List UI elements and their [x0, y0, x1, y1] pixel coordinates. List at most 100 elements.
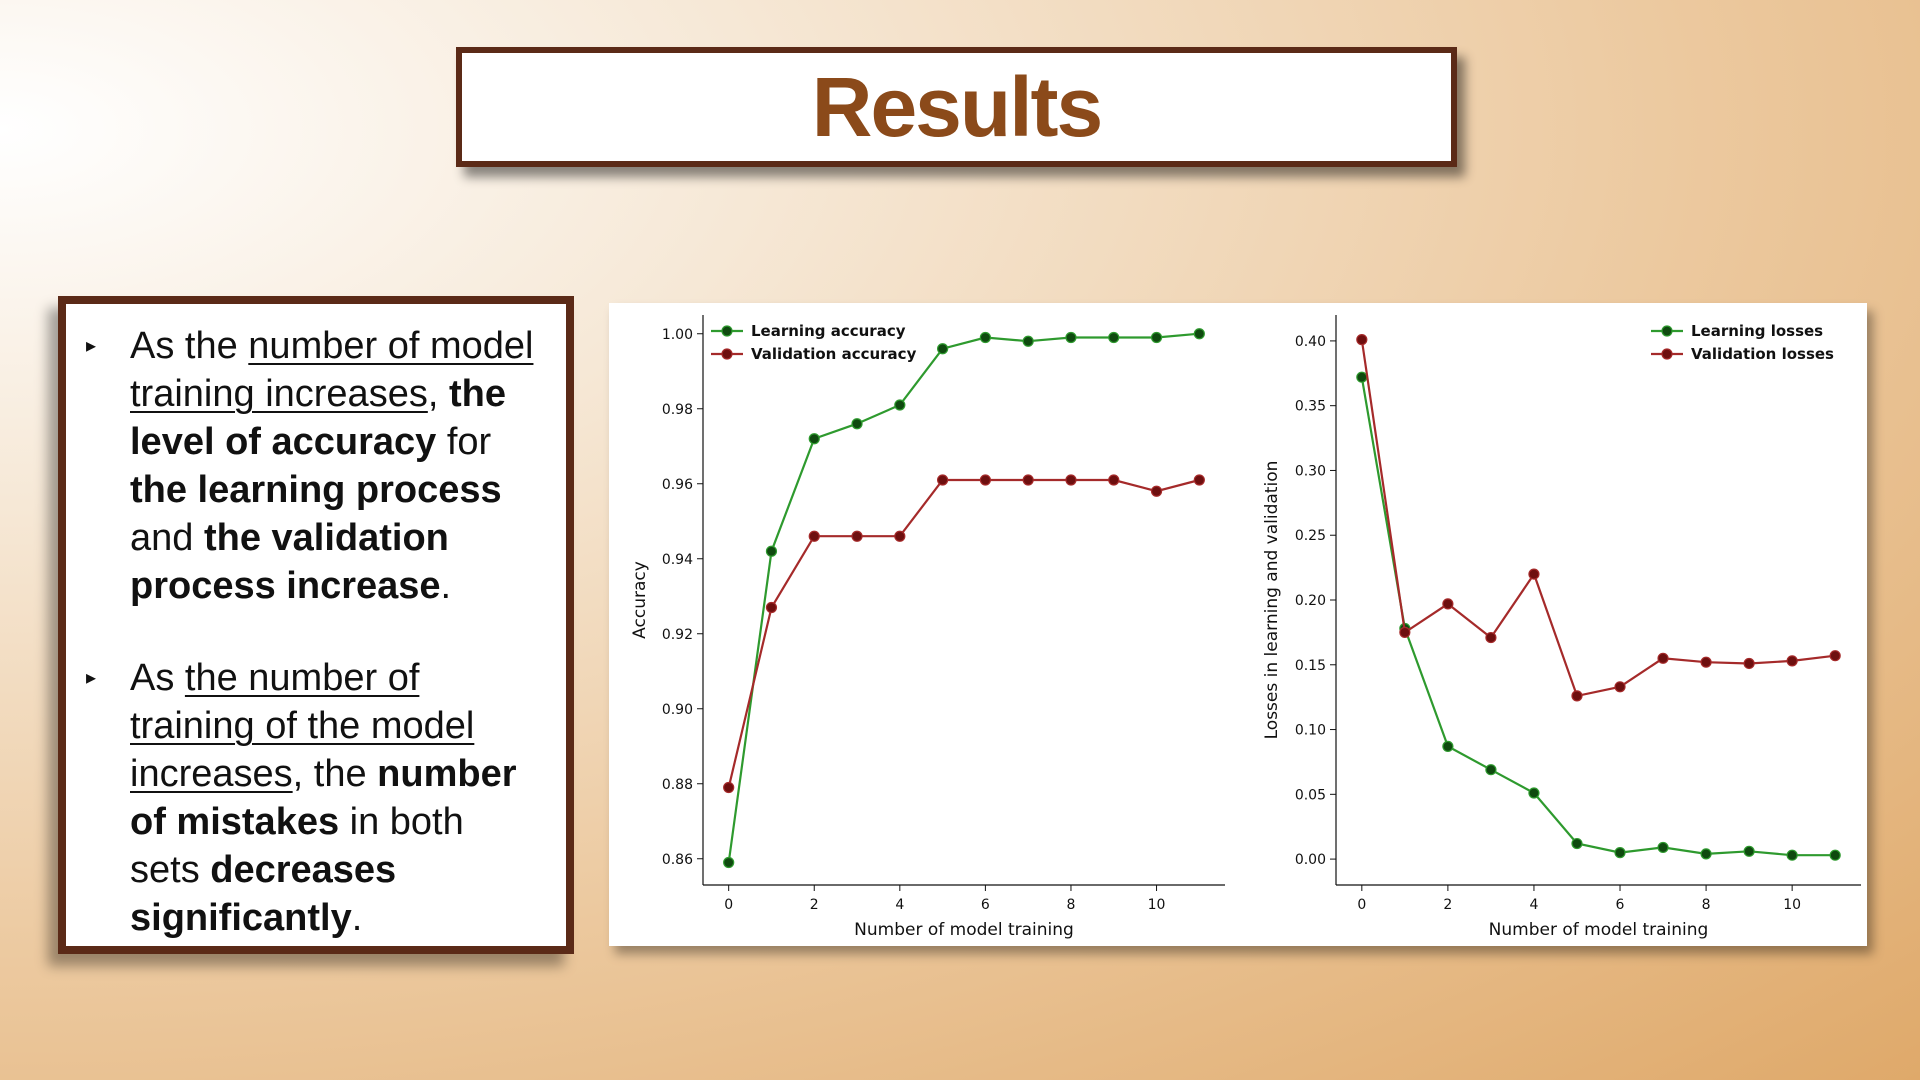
- data-point: [937, 343, 949, 355]
- data-point: [1528, 787, 1540, 799]
- data-point: [1528, 568, 1540, 580]
- bullet-list: ▸ As the number of model training increa…: [66, 304, 566, 942]
- x-tick-label: 4: [895, 897, 904, 913]
- data-point: [1571, 837, 1583, 850]
- legend-label: Learning accuracy: [751, 322, 906, 340]
- data-point: [723, 781, 735, 794]
- legend-label: Learning losses: [1691, 322, 1823, 340]
- bullet-triangle-icon: ▸: [86, 667, 97, 689]
- data-point: [1657, 652, 1669, 664]
- y-tick-label: 0.10: [1295, 723, 1326, 739]
- legend-label: Validation accuracy: [751, 345, 917, 363]
- data-point: [1614, 681, 1626, 693]
- title-box: Results: [456, 47, 1457, 167]
- bullet-segment: , the: [292, 753, 378, 795]
- data-point: [808, 433, 820, 445]
- y-tick-label: 0.40: [1295, 334, 1326, 350]
- bullet-segment: As: [130, 657, 185, 699]
- x-tick-label: 10: [1148, 897, 1166, 913]
- bullet-segment: number of mistakes: [130, 753, 517, 843]
- data-point: [808, 530, 820, 542]
- data-point: [1193, 328, 1205, 340]
- y-tick-label: 0.20: [1295, 593, 1326, 609]
- x-tick-label: 0: [724, 897, 733, 913]
- bullet-segment: in both sets: [130, 801, 464, 891]
- legend-marker: [721, 325, 733, 337]
- data-point: [1571, 690, 1583, 702]
- bullet-item-1: ▸ As the number of model training increa…: [86, 322, 540, 610]
- data-point: [1657, 841, 1669, 854]
- y-tick-label: 0.96: [662, 477, 693, 493]
- charts-svg: 0.86 0.88 0.90 0.92 0.94 0.96 0.98 1.00 0 2 4 6 8 10 N…: [630, 315, 1861, 940]
- bullet-segment: and: [130, 517, 204, 559]
- bullet-triangle-icon: ▸: [86, 335, 97, 357]
- data-point: [1700, 848, 1712, 860]
- y-tick-label: 0.00: [1295, 852, 1326, 868]
- data-point: [1829, 849, 1841, 861]
- legend-marker: [1661, 348, 1673, 360]
- series-line: [727, 332, 1200, 863]
- data-point: [1108, 331, 1120, 344]
- y-tick-label: 0.98: [662, 402, 693, 418]
- data-point: [1442, 740, 1454, 752]
- y-tick-label: 0.94: [662, 552, 693, 568]
- data-point: [1399, 626, 1411, 638]
- x-tick-label: 8: [1702, 897, 1711, 913]
- data-point: [1786, 849, 1798, 861]
- bullet-segment: the learning process: [130, 469, 502, 511]
- data-point: [1022, 474, 1034, 486]
- data-point: [1150, 485, 1163, 497]
- data-point: [1065, 331, 1077, 344]
- series-validation: [1356, 334, 1841, 702]
- bullet-item-2: ▸ As the number of training of the model…: [86, 654, 540, 942]
- y-tick-label: 0.35: [1295, 399, 1326, 415]
- y-tick-label: 0.90: [662, 702, 693, 718]
- data-point: [851, 530, 863, 542]
- bullet-segment: the level of accuracy: [130, 373, 506, 463]
- data-point: [1022, 335, 1034, 347]
- bullet-segment: for: [436, 421, 492, 463]
- data-point: [1743, 845, 1755, 857]
- data-point: [765, 601, 778, 614]
- data-point: [1442, 598, 1454, 610]
- series-line: [727, 478, 1200, 788]
- y-tick-label: 0.86: [662, 852, 693, 868]
- y-tick-label: 0.30: [1295, 463, 1326, 479]
- data-point: [1700, 656, 1712, 668]
- bullet-segment: ,: [427, 373, 449, 415]
- data-point: [894, 399, 906, 411]
- data-point: [1356, 334, 1368, 346]
- x-tick-label: 2: [810, 897, 819, 913]
- data-point: [1829, 650, 1841, 662]
- x-axis-label: Number of model training: [854, 920, 1074, 940]
- x-tick-label: 0: [1357, 897, 1366, 913]
- data-point: [1356, 371, 1368, 383]
- bullet-segment: decreases significantly: [130, 849, 397, 939]
- y-tick-label: 0.88: [662, 777, 693, 793]
- bullet-segment: the validation process increase: [130, 517, 449, 607]
- series-learning: [723, 328, 1205, 869]
- charts-panel: 0.86 0.88 0.90 0.92 0.94 0.96 0.98 1.00 0 2 4 6 8 10 N…: [609, 303, 1867, 946]
- x-tick-label: 2: [1443, 897, 1452, 913]
- y-tick-label: 0.05: [1295, 787, 1326, 803]
- y-axis-label: Losses in learning and validation: [1262, 461, 1282, 740]
- data-point: [1786, 655, 1798, 667]
- x-tick-label: 6: [981, 897, 990, 913]
- series-line: [1360, 377, 1836, 857]
- legend-marker: [1661, 325, 1673, 337]
- chart-2: 0.00 0.05 0.10 0.15 0.20 0.25 0.30 0.35 0.40 0 2 4 6…: [1262, 315, 1861, 940]
- data-point: [1743, 657, 1755, 670]
- data-point: [894, 530, 906, 542]
- series-validation: [723, 474, 1205, 794]
- data-point: [765, 545, 778, 557]
- y-tick-label: 0.25: [1295, 528, 1326, 544]
- y-tick-label: 1.00: [662, 327, 693, 343]
- x-tick-label: 10: [1783, 897, 1801, 913]
- data-point: [1614, 847, 1626, 859]
- data-point: [1485, 631, 1497, 644]
- data-point: [1108, 474, 1120, 486]
- bullet-segment: .: [440, 565, 452, 607]
- x-tick-label: 4: [1529, 897, 1538, 913]
- data-point: [1485, 764, 1497, 776]
- chart-1: 0.86 0.88 0.90 0.92 0.94 0.96 0.98 1.00 0 2 4 6 8 10 N…: [630, 315, 1225, 940]
